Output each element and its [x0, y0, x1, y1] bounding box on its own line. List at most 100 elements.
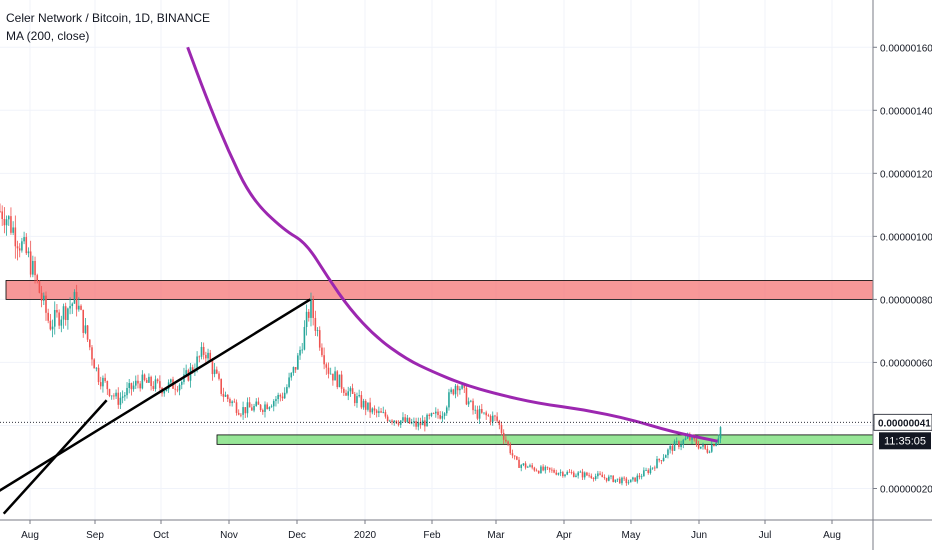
candle-body: [253, 406, 255, 411]
candle-body: [632, 477, 634, 480]
candle-body: [40, 292, 43, 301]
candle-body: [226, 394, 229, 400]
candle-body: [706, 448, 709, 453]
candle-body: [106, 381, 109, 390]
candle-body: [575, 475, 577, 478]
candle-body: [108, 389, 111, 396]
resistance-zone: [5, 280, 874, 300]
candle-body: [47, 312, 49, 321]
candle-body: [358, 395, 360, 397]
candle-body: [658, 458, 660, 461]
candle-body: [235, 402, 238, 413]
candle-body: [610, 475, 612, 477]
candle-body: [647, 470, 650, 474]
candle-body: [594, 476, 597, 480]
candle-body: [441, 415, 444, 419]
candle-body: [684, 438, 687, 440]
candle-body: [71, 303, 74, 307]
candle-body: [338, 374, 341, 388]
candle-body: [242, 407, 244, 415]
candle-body: [218, 373, 220, 379]
candle-body: [233, 401, 236, 403]
candle-body: [555, 472, 558, 475]
candle-body: [180, 381, 183, 385]
candle-body: [680, 444, 682, 448]
candle-body: [406, 417, 409, 422]
x-tick-label: Aug: [21, 530, 39, 541]
candle-body: [513, 455, 516, 457]
candle-body: [511, 453, 514, 456]
candle-body: [629, 479, 632, 483]
candle-body: [312, 299, 314, 318]
candle-body: [154, 379, 157, 389]
upper-trendline: [0, 298, 311, 492]
candle-body: [408, 417, 411, 424]
candle-body: [113, 395, 115, 397]
candle-body: [719, 427, 722, 439]
x-tick-label: Oct: [153, 530, 169, 541]
chart-legend: Celer Network / Bitcoin, 1D, BINANCE MA …: [6, 9, 210, 45]
candle-body: [152, 386, 155, 389]
candle-body: [491, 415, 494, 422]
candle-body: [32, 260, 34, 275]
candle-body: [426, 414, 428, 427]
candle-body: [437, 411, 439, 416]
candle-body: [216, 369, 218, 374]
candle-body: [229, 399, 231, 404]
candle-body: [356, 396, 358, 404]
candle-body: [502, 432, 505, 440]
candle-body: [702, 445, 704, 447]
candle-body: [592, 477, 595, 480]
candle-body: [393, 420, 395, 423]
candle-body: [288, 377, 290, 388]
x-tick-label: Aug: [823, 530, 841, 541]
candle-body: [570, 472, 573, 474]
candle-body: [314, 317, 317, 331]
candle-body: [334, 371, 336, 381]
candle-body: [156, 379, 159, 382]
candle-body: [209, 352, 212, 361]
candle-body: [159, 381, 161, 388]
candle-body: [196, 356, 198, 371]
x-tick-label: Mar: [487, 530, 505, 541]
chart-title: Celer Network / Bitcoin, 1D, BINANCE: [6, 11, 211, 25]
candle-body: [340, 374, 343, 389]
candle-body: [518, 459, 520, 468]
candle-body: [498, 420, 501, 425]
x-tick-label: 2020: [354, 530, 377, 541]
candle-body: [67, 308, 69, 321]
candle-body: [463, 385, 466, 388]
candle-body: [75, 291, 78, 310]
candle-body: [673, 441, 676, 451]
candle-body: [115, 392, 117, 397]
candle-body: [323, 355, 325, 365]
y-tick-label: 0.00000060: [880, 358, 932, 369]
candle-body: [583, 472, 586, 478]
candle-body: [305, 311, 308, 327]
candle-body: [588, 475, 590, 477]
candle-body: [286, 387, 288, 393]
moving-average: [186, 46, 718, 443]
candle-body: [371, 408, 374, 413]
x-tick-label: Jul: [759, 530, 772, 541]
candle-body: [211, 360, 214, 375]
candle-body: [667, 449, 669, 456]
candle-body: [459, 388, 461, 391]
trendlines: [0, 298, 311, 515]
candle-body: [710, 444, 713, 452]
candle-body: [10, 216, 12, 233]
candle-body: [645, 470, 647, 471]
candle-body: [616, 478, 619, 480]
candle-body: [139, 383, 141, 389]
candle-body: [496, 416, 498, 421]
candle-body: [410, 422, 413, 424]
candle-body: [86, 325, 89, 340]
candle-body: [421, 420, 424, 426]
candle-body: [566, 471, 569, 475]
candle-body: [257, 401, 260, 405]
candle-body: [553, 469, 555, 473]
candle-body: [303, 326, 306, 350]
candle-body: [200, 346, 203, 357]
candle-body: [428, 414, 431, 416]
